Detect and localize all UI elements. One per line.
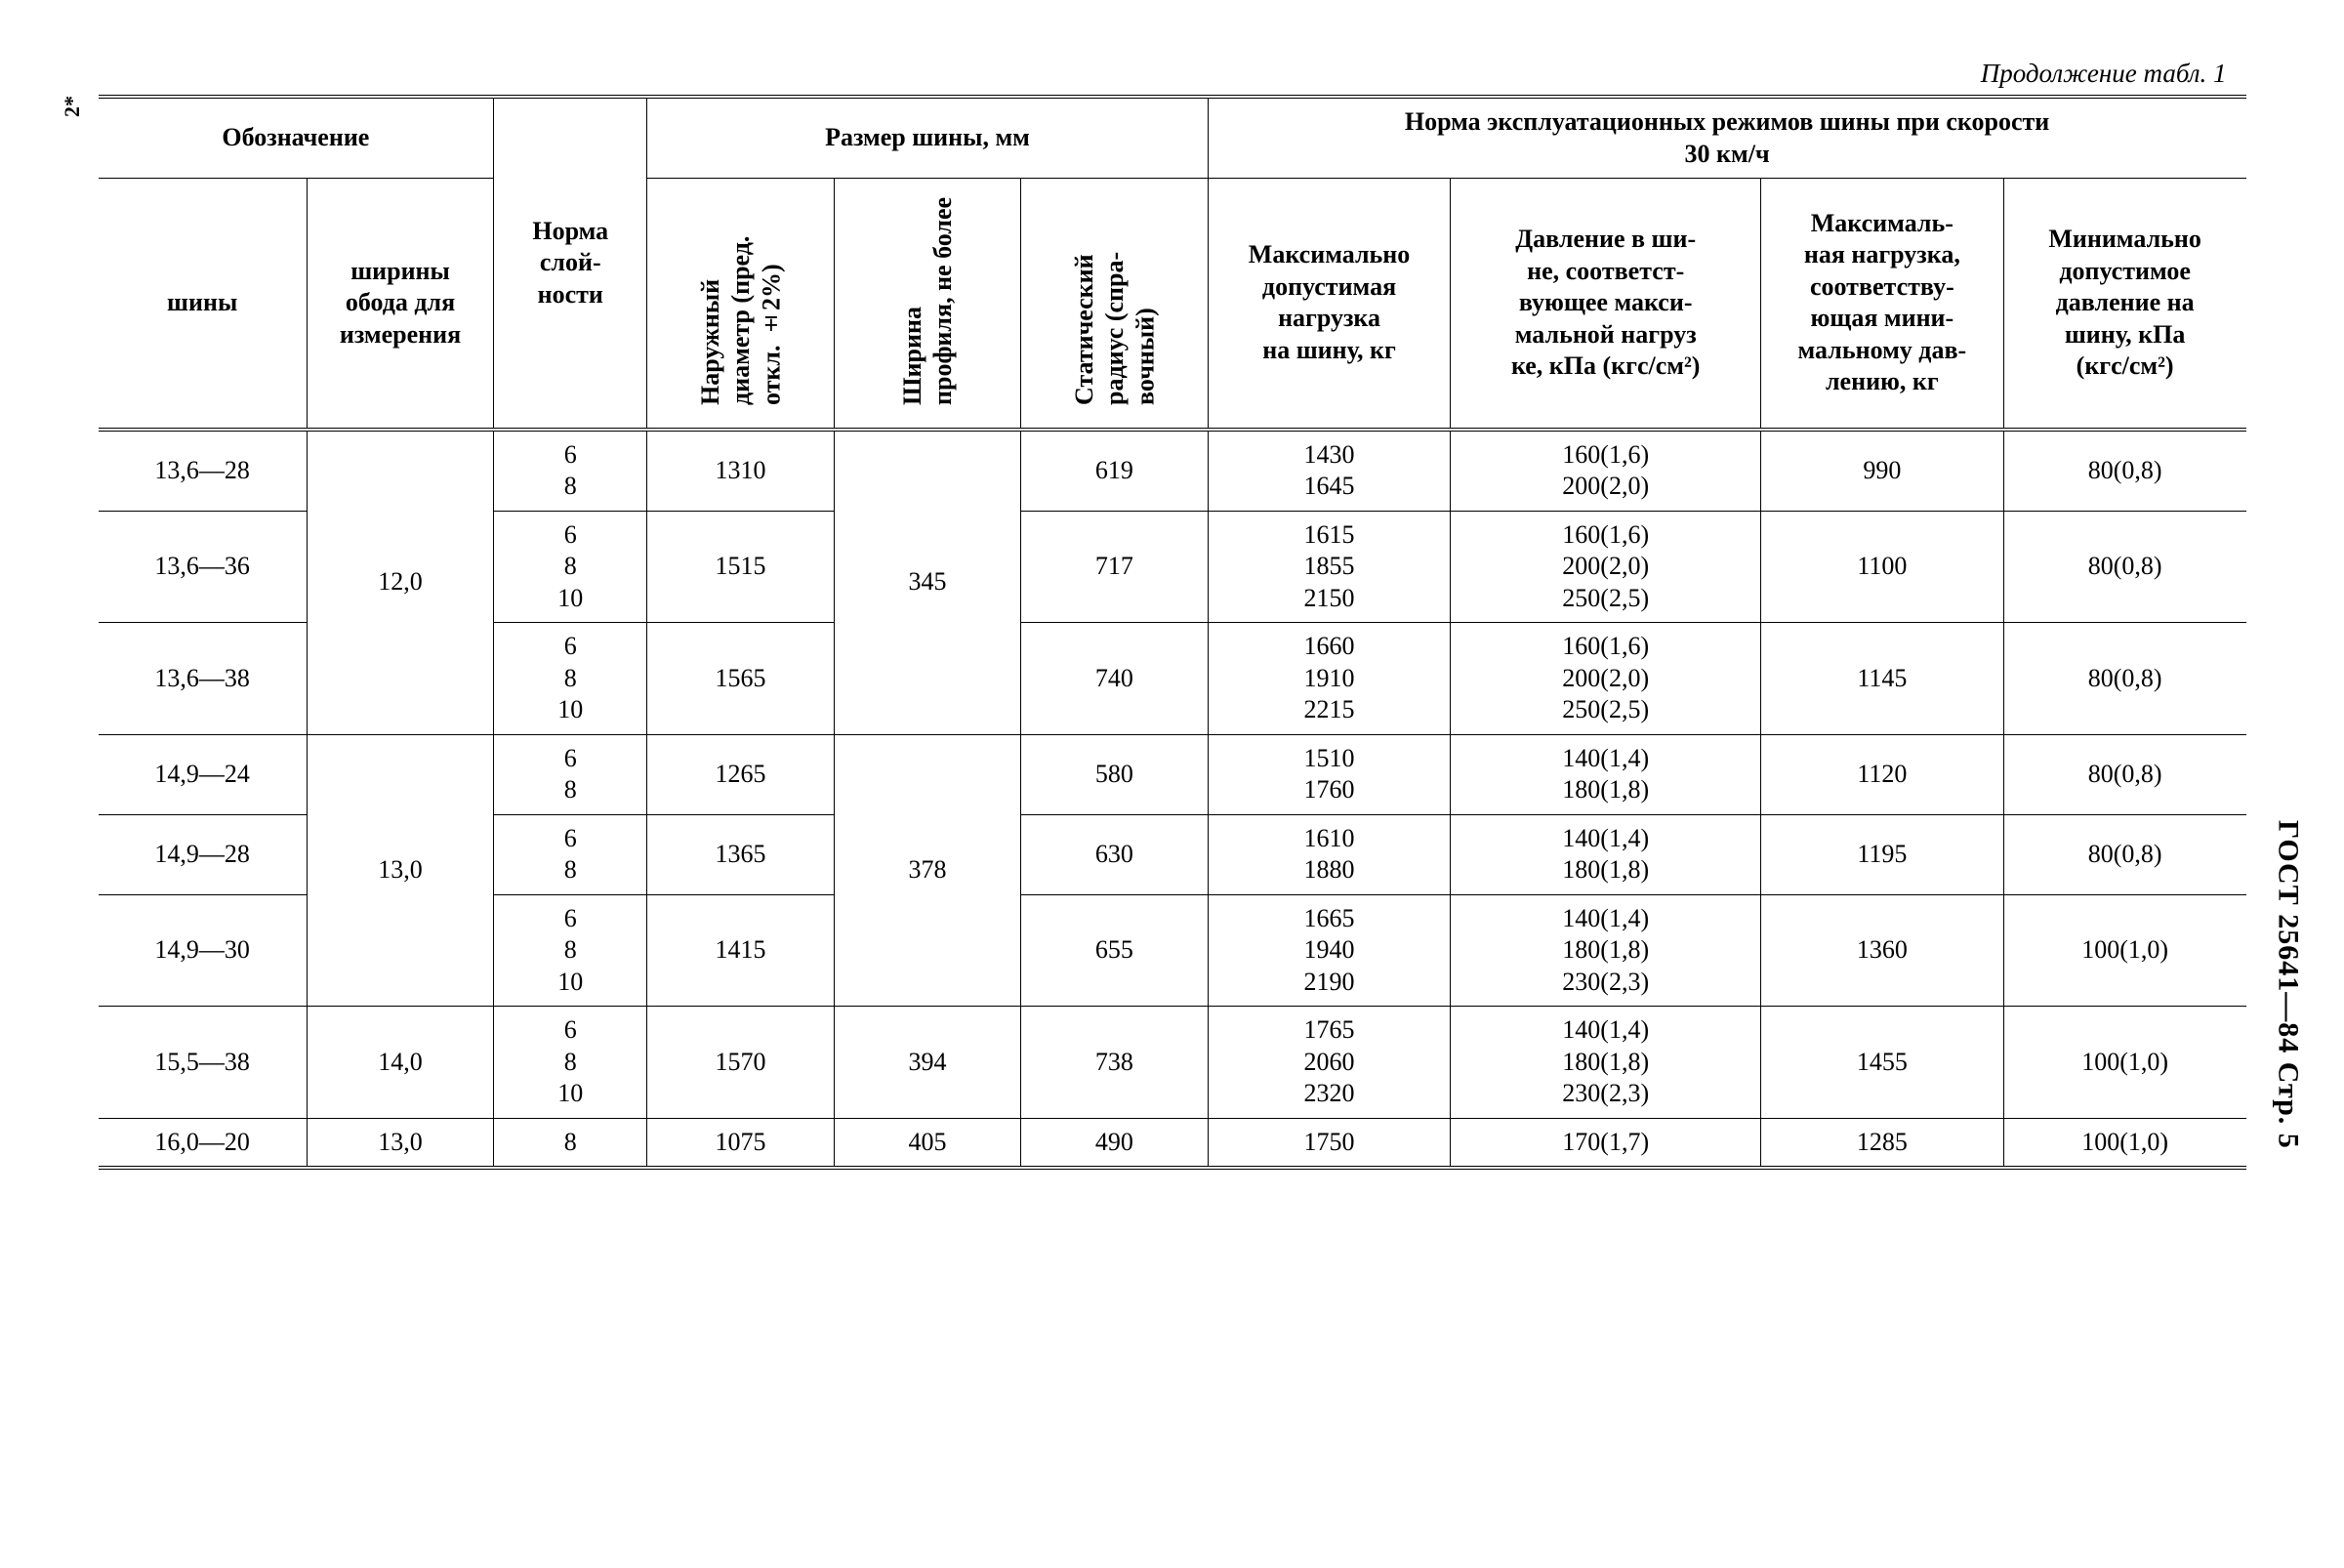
cell-press-max: 170(1,7) (1451, 1118, 1761, 1168)
cell-diameter: 1415 (647, 894, 834, 1007)
cell-press-max: 140(1,4) 180(1,8) (1451, 814, 1761, 894)
cell-width: 378 (834, 734, 1020, 1007)
cell-max-load: 1660 1910 2215 (1208, 623, 1451, 735)
hdr-tire: шины (99, 179, 308, 430)
cell-press-min: 100(1,0) (2003, 894, 2245, 1007)
cell-load-min: 1100 (1760, 511, 2003, 623)
cell-ply: 6 8 (494, 430, 647, 512)
cell-max-load: 1610 1880 (1208, 814, 1451, 894)
cell-tire: 13,6—38 (99, 623, 308, 735)
cell-diameter: 1075 (647, 1118, 834, 1168)
table-header: Обозначение Норма слой- ности Размер шин… (99, 97, 2246, 430)
cell-load-min: 1120 (1760, 734, 2003, 814)
cell-ply: 8 (494, 1118, 647, 1168)
cell-max-load: 1765 2060 2320 (1208, 1007, 1451, 1119)
cell-width: 394 (834, 1007, 1020, 1119)
cell-ply: 6 8 10 (494, 1007, 647, 1119)
cell-tire: 15,5—38 (99, 1007, 308, 1119)
cell-max-load: 1665 1940 2190 (1208, 894, 1451, 1007)
cell-ply: 6 8 10 (494, 623, 647, 735)
hdr-static-radius-text: Статический радиус (спра- вочный) (1069, 186, 1161, 411)
cell-ply: 6 8 10 (494, 511, 647, 623)
cell-press-max: 160(1,6) 200(2,0) (1451, 430, 1761, 512)
hdr-outer-diam: Наружный диаметр (пред. откл. ±2%) (647, 179, 834, 430)
cell-rim: 13,0 (307, 734, 493, 1007)
cell-load-min: 1195 (1760, 814, 2003, 894)
cell-load-min: 1145 (1760, 623, 2003, 735)
hdr-tire-size: Размер шины, мм (647, 97, 1208, 179)
cell-ply: 6 8 (494, 734, 647, 814)
hdr-press-min: Минимально допустимое давление на шину, … (2003, 179, 2245, 430)
cell-diameter: 1265 (647, 734, 834, 814)
cell-radius: 630 (1021, 814, 1208, 894)
table-body: 13,6—2812,06 813103456191430 1645160(1,6… (99, 430, 2246, 1169)
cell-press-min: 80(0,8) (2003, 511, 2245, 623)
cell-radius: 490 (1021, 1118, 1208, 1168)
cell-radius: 580 (1021, 734, 1208, 814)
cell-max-load: 1750 (1208, 1118, 1451, 1168)
cell-press-min: 80(0,8) (2003, 734, 2245, 814)
cell-press-max: 160(1,6) 200(2,0) 250(2,5) (1451, 511, 1761, 623)
cell-diameter: 1310 (647, 430, 834, 512)
cell-diameter: 1515 (647, 511, 834, 623)
tire-spec-table: Обозначение Норма слой- ности Размер шин… (99, 95, 2246, 1170)
cell-rim: 14,0 (307, 1007, 493, 1119)
cell-width: 345 (834, 430, 1020, 735)
cell-radius: 738 (1021, 1007, 1208, 1119)
cell-press-max: 160(1,6) 200(2,0) 250(2,5) (1451, 623, 1761, 735)
hdr-load-min: Максималь- ная нагрузка, соответству- ющ… (1760, 179, 2003, 430)
cell-tire: 14,9—28 (99, 814, 308, 894)
table-continuation-caption: Продолжение табл. 1 (99, 59, 2246, 89)
cell-tire: 14,9—30 (99, 894, 308, 1007)
cell-press-min: 80(0,8) (2003, 814, 2245, 894)
cell-rim: 12,0 (307, 430, 493, 735)
cell-load-min: 1360 (1760, 894, 2003, 1007)
cell-diameter: 1365 (647, 814, 834, 894)
cell-load-min: 1285 (1760, 1118, 2003, 1168)
cell-press-max: 140(1,4) 180(1,8) 230(2,3) (1451, 894, 1761, 1007)
cell-press-min: 100(1,0) (2003, 1118, 2245, 1168)
cell-max-load: 1510 1760 (1208, 734, 1451, 814)
page: 2* ГОСТ 25641—84 Стр. 5 Продолжение табл… (99, 59, 2246, 1170)
hdr-outer-diam-text: Наружный диаметр (пред. откл. ±2%) (695, 186, 787, 411)
cell-tire: 13,6—36 (99, 511, 308, 623)
cell-diameter: 1570 (647, 1007, 834, 1119)
cell-load-min: 1455 (1760, 1007, 2003, 1119)
hdr-max-load: Максимально допустимая нагрузка на шину,… (1208, 179, 1451, 430)
cell-press-min: 100(1,0) (2003, 1007, 2245, 1119)
cell-tire: 14,9—24 (99, 734, 308, 814)
cell-width: 405 (834, 1118, 1020, 1168)
hdr-press-max: Давление в ши- не, соответст- вующее мак… (1451, 179, 1761, 430)
table-row: 13,6—2812,06 813103456191430 1645160(1,6… (99, 430, 2246, 512)
cell-radius: 655 (1021, 894, 1208, 1007)
hdr-ply: Норма слой- ности (494, 97, 647, 430)
table-row: 14,9—2413,06 812653785801510 1760140(1,4… (99, 734, 2246, 814)
cell-radius: 740 (1021, 623, 1208, 735)
hdr-static-radius: Статический радиус (спра- вочный) (1021, 179, 1208, 430)
cell-press-min: 80(0,8) (2003, 623, 2245, 735)
table-row: 16,0—2013,0810754054901750170(1,7)128510… (99, 1118, 2246, 1168)
cell-max-load: 1615 1855 2150 (1208, 511, 1451, 623)
cell-ply: 6 8 (494, 814, 647, 894)
cell-press-max: 140(1,4) 180(1,8) (1451, 734, 1761, 814)
cell-diameter: 1565 (647, 623, 834, 735)
cell-tire: 16,0—20 (99, 1118, 308, 1168)
cell-ply: 6 8 10 (494, 894, 647, 1007)
cell-max-load: 1430 1645 (1208, 430, 1451, 512)
hdr-profile-width: Ширина профиля, не более (834, 179, 1020, 430)
cell-load-min: 990 (1760, 430, 2003, 512)
cell-rim: 13,0 (307, 1118, 493, 1168)
hdr-designation: Обозначение (99, 97, 494, 179)
hdr-profile-width-text: Ширина профиля, не более (897, 186, 958, 411)
cell-tire: 13,6—28 (99, 430, 308, 512)
margin-note-left: 2* (60, 96, 85, 117)
cell-radius: 619 (1021, 430, 1208, 512)
table-row: 15,5—3814,06 8 1015703947381765 2060 232… (99, 1007, 2246, 1119)
cell-press-max: 140(1,4) 180(1,8) 230(2,3) (1451, 1007, 1761, 1119)
cell-press-min: 80(0,8) (2003, 430, 2245, 512)
margin-note-right: ГОСТ 25641—84 Стр. 5 (2272, 820, 2305, 1149)
hdr-norms: Норма эксплуатационных режимов шины при … (1208, 97, 2245, 179)
hdr-rim-width: ширины обода для измерения (307, 179, 493, 430)
cell-radius: 717 (1021, 511, 1208, 623)
